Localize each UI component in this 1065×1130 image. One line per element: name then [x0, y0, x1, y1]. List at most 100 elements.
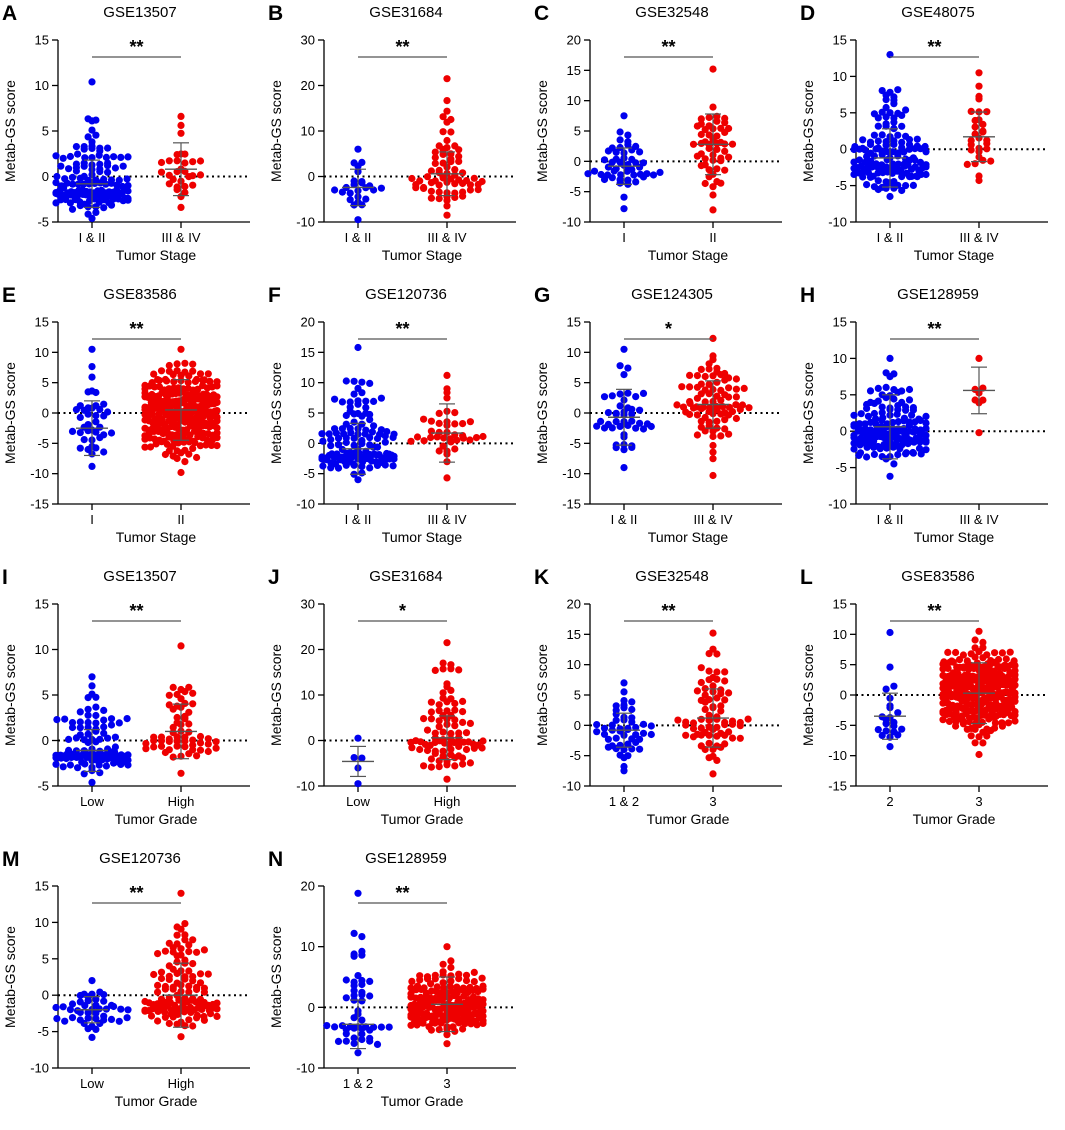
data-point: [620, 754, 628, 762]
data-point: [439, 979, 447, 987]
data-point: [407, 1013, 415, 1021]
x-tick-label: I & II: [877, 512, 904, 527]
data-point: [358, 991, 366, 999]
data-point: [213, 382, 221, 390]
y-tick-label: 5: [42, 375, 49, 390]
data-point: [346, 398, 354, 406]
data-point: [331, 186, 339, 194]
data-point: [479, 1019, 487, 1027]
data-point: [697, 678, 705, 687]
y-tick-label: 10: [567, 93, 581, 108]
data-point: [354, 734, 362, 742]
data-point: [193, 948, 201, 956]
data-point: [88, 977, 96, 985]
y-tick-label: -5: [569, 748, 581, 763]
x-tick-label: 3: [443, 1076, 450, 1091]
data-point: [161, 947, 169, 955]
data-point: [686, 410, 694, 418]
data-point: [52, 152, 60, 160]
data-point: [911, 145, 919, 153]
data-point: [412, 986, 420, 994]
y-axis-label: Metab-GS score: [268, 362, 284, 464]
data-point: [705, 731, 713, 739]
data-point: [608, 392, 616, 400]
data-point: [439, 728, 447, 736]
data-point: [110, 153, 118, 161]
data-point: [721, 668, 729, 676]
data-point: [92, 1015, 100, 1023]
x-axis-label: Tumor Stage: [914, 247, 995, 263]
data-point: [84, 133, 92, 141]
panel-a: A GSE13507 -5 0 5 10 15 Metab-GS score Tumor Sta…: [0, 0, 266, 282]
significance-stars: **: [129, 601, 143, 621]
data-point: [88, 154, 96, 162]
data-point: [451, 409, 459, 417]
scatter-chart: -10 0 10 20 30 Metab-GS score Tumor Stage I & I…: [268, 33, 516, 263]
data-point: [173, 151, 181, 159]
y-tick-label: 0: [840, 424, 847, 439]
data-point: [709, 183, 717, 191]
data-point: [717, 396, 725, 404]
scatter-chart: -10 0 10 20 Metab-GS score Tumor Grade 1 & 2 3 *…: [268, 879, 516, 1109]
data-point: [447, 745, 455, 753]
data-point: [435, 717, 443, 725]
data-point: [713, 145, 721, 153]
data-point: [177, 769, 185, 777]
data-point: [173, 1020, 181, 1028]
data-point: [902, 450, 910, 458]
data-point: [439, 113, 447, 121]
data-point: [850, 145, 858, 154]
data-point: [439, 689, 447, 697]
data-point: [319, 462, 327, 470]
x-tick-label: 1 & 2: [609, 794, 639, 809]
data-point: [697, 162, 705, 170]
data-point: [620, 112, 628, 120]
data-point: [624, 364, 632, 372]
data-point: [427, 698, 435, 706]
data-point: [979, 739, 987, 747]
data-point: [632, 424, 640, 432]
data-point: [141, 443, 149, 451]
data-point: [732, 401, 740, 409]
data-point: [600, 393, 609, 401]
data-point: [185, 173, 193, 181]
data-point: [350, 1014, 358, 1022]
data-point: [76, 202, 84, 210]
data-point: [92, 719, 100, 727]
y-tick-label: 5: [574, 688, 581, 703]
data-point: [117, 760, 125, 768]
data-point: [358, 1035, 366, 1044]
data-point: [88, 673, 96, 681]
data-point: [470, 174, 478, 182]
data-point: [177, 1033, 185, 1041]
data-point: [859, 173, 867, 181]
data-point: [975, 82, 983, 90]
x-tick-label: Low: [346, 794, 370, 809]
chart-title: GSE128959: [897, 286, 979, 303]
data-point: [850, 411, 858, 419]
data-point: [358, 980, 366, 989]
data-point: [975, 627, 983, 635]
data-point: [889, 148, 897, 156]
data-point: [612, 148, 620, 156]
data-point: [916, 145, 925, 153]
data-point: [366, 416, 374, 424]
data-point: [342, 411, 350, 420]
data-point: [870, 443, 878, 451]
data-point: [894, 451, 902, 459]
data-point: [92, 444, 100, 452]
y-tick-label: 0: [308, 169, 315, 184]
data-point: [639, 389, 648, 397]
data-point: [896, 445, 904, 453]
data-point: [350, 377, 358, 385]
data-point: [334, 1037, 343, 1045]
panel-letter: A: [2, 2, 18, 25]
data-point: [624, 141, 632, 149]
data-point: [358, 378, 366, 386]
data-point: [177, 203, 185, 211]
data-point: [161, 450, 169, 459]
y-axis-label: Metab-GS score: [800, 362, 816, 464]
data-point: [350, 1034, 358, 1042]
data-point: [922, 446, 930, 454]
y-tick-label: 20: [567, 33, 581, 48]
